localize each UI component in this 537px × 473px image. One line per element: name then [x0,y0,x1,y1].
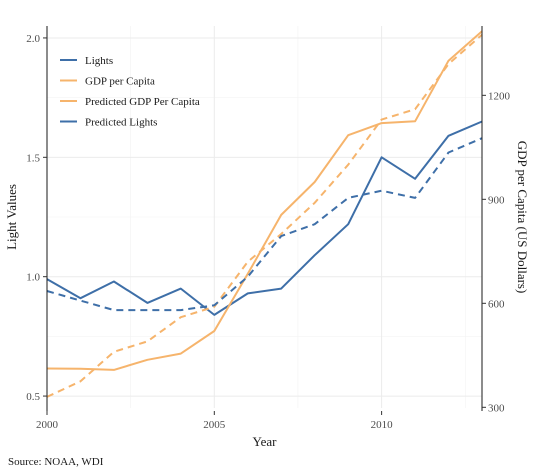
x-tick-label: 2010 [371,419,394,431]
legend-label-0: Lights [85,55,113,67]
y2-tick-label: 300 [488,402,505,414]
series-line-1 [46,30,483,371]
x-tick-label: 2005 [203,419,226,431]
y-tick-label: 2.0 [26,33,40,45]
series-line-3 [46,137,483,312]
y2-tick-label: 1200 [488,90,511,102]
y-tick-label: 1.0 [26,272,40,284]
legend-label-3: Predicted Lights [85,117,157,129]
source-caption: Source: NOAA, WDI [8,456,104,468]
y-tick-label: 1.5 [26,152,40,164]
x-axis-title: Year [253,434,278,449]
legend: Lights GDP per Capita Predicted GDP Per Ca… [60,55,200,129]
axes: 0.5 1.0 1.5 2.0 300 600 900 1200 2000 2005 2010 [26,26,511,431]
y2-axis-title: GDP per Capita (US Dollars) [515,141,530,294]
series-line-0 [46,120,483,316]
legend-label-2: Predicted GDP Per Capita [85,96,200,108]
series-line-2 [46,33,483,398]
y2-tick-label: 600 [488,298,505,310]
y-axis-title: Light Values [4,184,19,250]
legend-label-1: GDP per Capita [85,76,155,88]
series-layer [46,30,483,398]
y2-tick-label: 900 [488,194,505,206]
x-tick-label: 2000 [36,419,59,431]
y-tick-label: 0.5 [26,391,40,403]
